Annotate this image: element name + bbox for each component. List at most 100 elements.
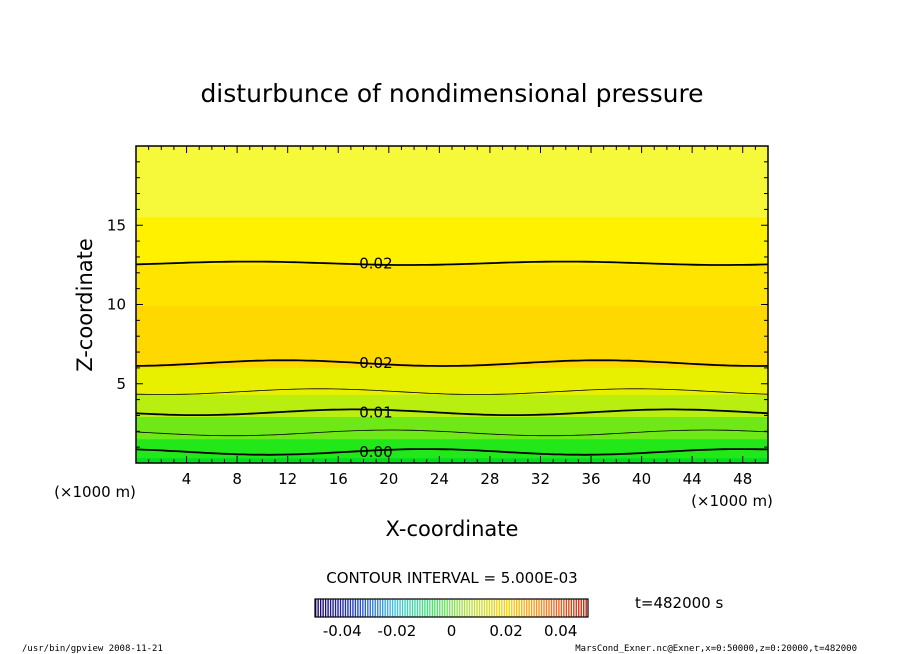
contour-line (136, 359, 768, 367)
colorbar-swatch (543, 599, 545, 617)
colorbar (315, 599, 587, 617)
colorbar-swatch (461, 599, 463, 617)
colorbar-swatch (332, 599, 334, 617)
colorbar-swatch (359, 599, 362, 617)
x-tick-label: 20 (379, 470, 398, 488)
colorbar-swatch (583, 599, 585, 617)
colorbar-swatch (468, 599, 471, 617)
x-axis-label: X-coordinate (386, 517, 519, 541)
colorbar-swatch (382, 599, 384, 617)
colorbar-swatch (473, 599, 476, 617)
colorbar-swatch (573, 599, 575, 617)
colorbar-tick-label: 0.04 (544, 622, 577, 640)
colorbar-swatch (483, 599, 486, 617)
chart-title: disturbunce of nondimensional pressure (200, 79, 703, 108)
colorbar-swatch (426, 599, 429, 617)
colorbar-swatch (396, 599, 399, 617)
x-tick-label: 48 (733, 470, 752, 488)
x-tick-label: 44 (683, 470, 702, 488)
colorbar-swatch (560, 599, 563, 617)
colorbar-swatch (540, 599, 543, 617)
contour-lines (136, 260, 768, 456)
colorbar-swatch (399, 599, 401, 617)
y-tick-label: 5 (116, 375, 126, 393)
shaded-bands (136, 146, 768, 463)
colorbar-swatch (535, 599, 538, 617)
contour-label: 0.00 (359, 443, 392, 461)
colorbar-swatch (486, 599, 488, 617)
colorbar-swatch (389, 599, 391, 617)
colorbar-swatch (391, 599, 394, 617)
contour-interval-label: CONTOUR INTERVAL = 5.000E-03 (326, 569, 577, 587)
shaded-band (136, 210, 768, 265)
colorbar-swatch (327, 599, 329, 617)
contour-line (136, 408, 768, 416)
colorbar-swatch (436, 599, 438, 617)
colorbar-swatch (441, 599, 443, 617)
colorbar-swatch (411, 599, 414, 617)
colorbar-swatch (386, 599, 389, 617)
colorbar-swatch (550, 599, 553, 617)
colorbar-swatch (471, 599, 473, 617)
colorbar-swatch (394, 599, 396, 617)
colorbar-swatch (317, 599, 319, 617)
colorbar-swatch (511, 599, 513, 617)
colorbar-swatch (419, 599, 421, 617)
colorbar-tick-label: -0.02 (377, 622, 416, 640)
colorbar-swatch (456, 599, 458, 617)
shaded-band (136, 146, 768, 218)
colorbar-swatch (553, 599, 555, 617)
colorbar-swatch (401, 599, 404, 617)
colorbar-swatch (347, 599, 349, 617)
contour-label: 0.02 (359, 354, 392, 372)
colorbar-swatch (344, 599, 347, 617)
colorbar-tick-labels: -0.04 -0.02 0 0.02 0.04 (323, 622, 578, 640)
time-label: t=482000 s (635, 594, 723, 612)
colorbar-swatch (498, 599, 501, 617)
colorbar-swatch (349, 599, 352, 617)
colorbar-swatch (334, 599, 337, 617)
contour-line (136, 388, 768, 395)
x-tick-label: 32 (531, 470, 550, 488)
colorbar-swatch (429, 599, 431, 617)
colorbar-swatch (496, 599, 498, 617)
colorbar-swatch (568, 599, 570, 617)
colorbar-swatch (337, 599, 339, 617)
colorbar-swatch (493, 599, 496, 617)
y-tick-label: 15 (107, 216, 126, 234)
contour-line (136, 260, 768, 266)
footer-right: MarsCond_Exner.nc@Exner,x=0:50000,z=0:20… (575, 644, 857, 654)
colorbar-swatch (488, 599, 491, 617)
colorbar-frame (314, 598, 589, 618)
colorbar-swatch (555, 599, 558, 617)
colorbar-swatch (491, 599, 493, 617)
colorbar-swatch (508, 599, 510, 617)
colorbar-swatch (339, 599, 342, 617)
colorbar-swatch (362, 599, 364, 617)
colorbar-swatch (379, 599, 381, 617)
colorbar-swatch (565, 599, 568, 617)
contour-labels: 0.02 0.02 0.01 0.00 (359, 254, 392, 461)
colorbar-swatch (516, 599, 518, 617)
colorbar-swatch (520, 599, 523, 617)
x-tick-label: 40 (632, 470, 651, 488)
x-tick-label: 24 (430, 470, 449, 488)
y-tick-label: 10 (107, 296, 126, 314)
colorbar-swatch (372, 599, 374, 617)
x-tick-label: 36 (581, 470, 600, 488)
colorbar-swatch (548, 599, 550, 617)
colorbar-swatch (444, 599, 446, 617)
colorbar-tick-label: 0.02 (489, 622, 522, 640)
colorbar-swatch (545, 599, 548, 617)
x-tick-label: 16 (329, 470, 348, 488)
colorbar-swatch (463, 599, 466, 617)
x-tick-label: 28 (480, 470, 499, 488)
colorbar-swatch (342, 599, 344, 617)
colorbar-swatch (449, 599, 451, 617)
colorbar-swatch (481, 599, 483, 617)
colorbar-swatch (421, 599, 424, 617)
colorbar-swatch (434, 599, 436, 617)
colorbar-swatch (409, 599, 411, 617)
